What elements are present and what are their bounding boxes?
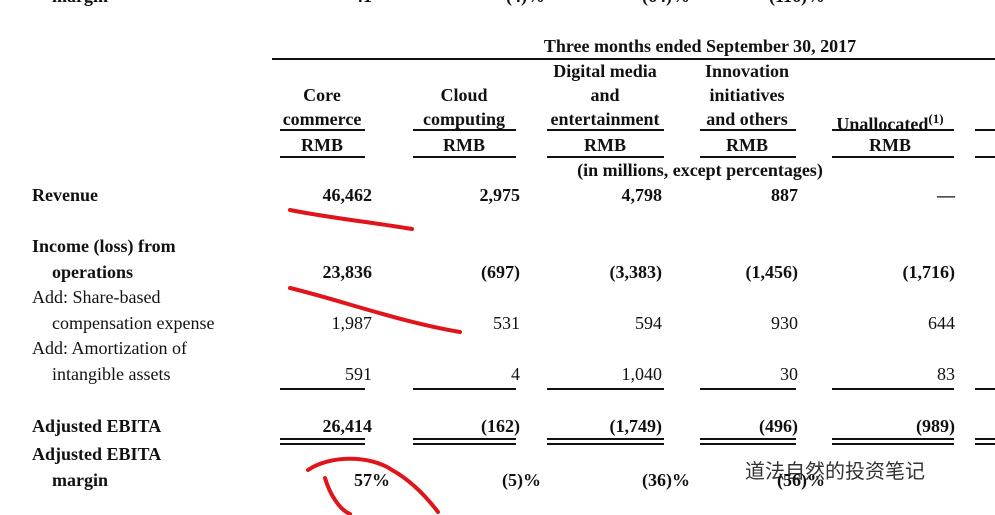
cell: 41 [354, 0, 372, 6]
currency: RMB [869, 135, 911, 155]
rule [975, 156, 995, 158]
rule [832, 388, 954, 390]
cell: 594 [635, 313, 662, 333]
cell: (5)% [502, 470, 541, 490]
rule [975, 438, 995, 440]
rule [280, 438, 365, 440]
rule [413, 388, 516, 390]
rule [975, 388, 995, 390]
row-label: Adjusted EBITA [32, 444, 162, 464]
column-heading: entertainment [550, 109, 660, 129]
rule [975, 129, 995, 131]
column-heading: Core [303, 85, 341, 105]
rule [280, 443, 365, 445]
row-label: Add: Amortization of [32, 338, 187, 358]
rule [413, 156, 516, 158]
rule [280, 156, 365, 158]
row-label: Add: Share-based [32, 287, 161, 307]
cell: — [937, 185, 955, 205]
cell: (697) [481, 262, 520, 282]
rule [700, 388, 796, 390]
cell: 26,414 [322, 416, 373, 436]
footnote-mark: (1) [928, 111, 944, 126]
cell: (36)% [642, 470, 690, 490]
column-heading: Cloud [440, 85, 488, 105]
row-label: margin [52, 0, 108, 6]
cell: (56)% [777, 470, 825, 490]
row-label: Revenue [32, 185, 98, 205]
cell: 531 [493, 313, 520, 333]
cell: (3,383) [609, 262, 663, 282]
cell: (1,456) [745, 262, 799, 282]
rule [280, 129, 365, 131]
rule [975, 443, 995, 445]
cell: 83 [937, 364, 955, 384]
cell: (989) [916, 416, 955, 436]
column-heading: and others [706, 109, 788, 129]
header-rule [272, 58, 995, 60]
rule [547, 388, 664, 390]
cell: 591 [345, 364, 372, 384]
cell: 930 [771, 313, 798, 333]
cell: (1,749) [609, 416, 663, 436]
watermark: 道法自然的投资笔记 [745, 459, 925, 483]
rule [547, 129, 664, 131]
cell: 23,836 [322, 262, 373, 282]
column-heading: computing [422, 109, 506, 129]
rule [280, 388, 365, 390]
period-heading: Three months ended September 30, 2017 [543, 36, 857, 56]
currency: RMB [443, 135, 485, 155]
cell: 644 [928, 313, 955, 333]
rule [700, 438, 796, 440]
rule [700, 156, 796, 158]
rule [413, 129, 516, 131]
column-heading: commerce [282, 109, 362, 129]
red-underline [288, 208, 414, 231]
cell: 2,975 [479, 185, 521, 205]
rule [700, 443, 796, 445]
rule [413, 443, 516, 445]
column-heading: Digital media [553, 61, 657, 81]
column-heading: Innovation [704, 61, 790, 81]
red-circle [306, 456, 440, 515]
cell: (4)% [506, 0, 545, 6]
rule [547, 438, 664, 440]
cell: 887 [771, 185, 798, 205]
rule [547, 156, 664, 158]
rule [413, 438, 516, 440]
row-label: Adjusted EBITA [32, 416, 162, 436]
cell: (496) [759, 416, 798, 436]
column-heading: initiatives [709, 85, 785, 105]
currency: RMB [584, 135, 626, 155]
cell: 4 [511, 364, 520, 384]
row-label: compensation expense [52, 313, 215, 333]
red-underline [288, 286, 462, 334]
rule [700, 129, 796, 131]
rule [832, 129, 954, 131]
rule [832, 156, 954, 158]
row-label: operations [52, 262, 133, 282]
unit-note: (in millions, except percentages) [577, 160, 823, 180]
cell: (116)% [769, 0, 825, 6]
column-heading: and [590, 85, 620, 105]
row-label: margin [52, 470, 108, 490]
cell: 30 [780, 364, 798, 384]
cell: 57% [354, 470, 390, 490]
currency: RMB [726, 135, 768, 155]
rule [832, 438, 954, 440]
rule [547, 443, 664, 445]
cell: 46,462 [322, 185, 373, 205]
cell: (162) [481, 416, 520, 436]
cell: 1,987 [331, 313, 373, 333]
currency: RMB [301, 135, 343, 155]
cell: (1,716) [902, 262, 956, 282]
row-label: intangible assets [52, 364, 171, 384]
cell: 4,798 [621, 185, 663, 205]
row-label: Income (loss) from [32, 236, 176, 256]
cell: 1,040 [621, 364, 663, 384]
rule [832, 443, 954, 445]
cell: (64)% [642, 0, 690, 6]
